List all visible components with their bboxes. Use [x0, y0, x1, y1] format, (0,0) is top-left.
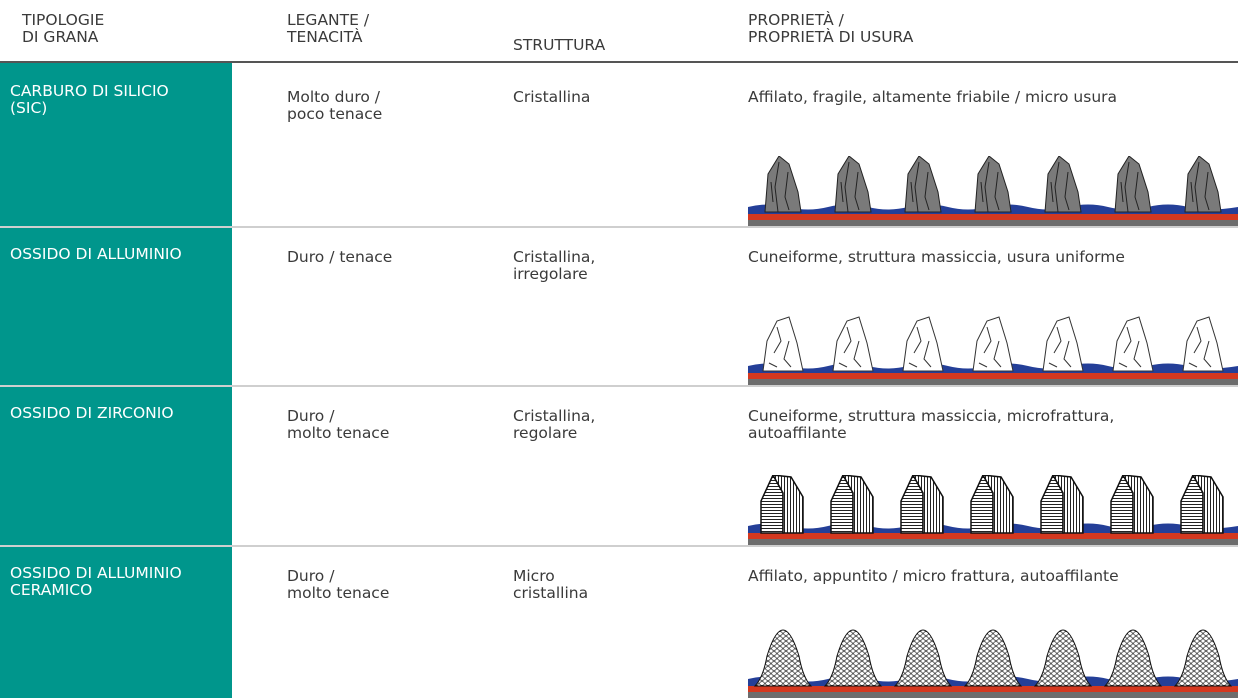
grain	[1180, 475, 1224, 534]
grain	[754, 629, 812, 687]
grain	[1104, 629, 1162, 687]
cell: Cristallina, irregolare	[513, 248, 596, 283]
cell: OSSIDO DI ZIRCONIO	[10, 404, 174, 422]
cell: Cristallina, regolare	[513, 407, 596, 442]
header-cell: STRUTTURA	[513, 36, 606, 54]
grain	[902, 316, 944, 372]
grain	[1044, 156, 1082, 213]
header-cell: PROPRIETÀ / PROPRIETÀ DI USURA	[748, 11, 914, 46]
grain	[972, 316, 1014, 372]
grain	[900, 475, 944, 534]
row-label-bg	[0, 63, 232, 226]
cell: Micro cristallina	[513, 567, 589, 602]
grain	[1110, 475, 1154, 534]
grain	[832, 316, 874, 372]
cell: CARBURO DI SILICIO (SIC)	[10, 82, 169, 117]
grain	[1184, 156, 1222, 213]
grain-illustration	[748, 316, 1238, 385]
header-rule	[0, 61, 1238, 63]
cell: Cuneiforme, struttura massiccia, usura u…	[748, 248, 1125, 266]
grain	[764, 156, 802, 213]
cell: Cuneiforme, struttura massiccia, microfr…	[748, 407, 1115, 442]
row-rule	[0, 226, 1238, 228]
header-cell: TIPOLOGIE DI GRANA	[22, 11, 105, 46]
grain	[974, 156, 1012, 213]
row-label-bg	[0, 228, 232, 385]
grain	[1034, 629, 1092, 687]
grain	[904, 156, 942, 213]
grain-illustration	[748, 475, 1238, 545]
cell: Duro / molto tenace	[287, 567, 390, 602]
grain	[834, 156, 872, 213]
row-rule	[0, 385, 1238, 387]
cell: Affilato, fragile, altamente friabile / …	[748, 88, 1118, 106]
grain	[1174, 629, 1232, 687]
grain	[1112, 316, 1154, 372]
header-cell: LEGANTE / TENACITÀ	[287, 11, 370, 46]
grain	[1182, 316, 1224, 372]
cell: Molto duro / poco tenace	[287, 88, 383, 123]
cell: OSSIDO DI ALLUMINIO CERAMICO	[10, 564, 182, 599]
grain-illustration	[748, 629, 1238, 698]
cell: Cristallina	[513, 88, 591, 106]
cell: OSSIDO DI ALLUMINIO	[10, 245, 182, 263]
grain	[830, 475, 874, 534]
grain	[824, 629, 882, 687]
grain	[894, 629, 952, 687]
grain	[762, 316, 804, 372]
grain	[760, 475, 804, 534]
grain-illustration	[748, 156, 1238, 226]
grain	[964, 629, 1022, 687]
grain	[1042, 316, 1084, 372]
grain	[970, 475, 1014, 534]
cell: Duro / molto tenace	[287, 407, 390, 442]
grain	[1040, 475, 1084, 534]
cell: Affilato, appuntito / micro frattura, au…	[748, 567, 1119, 585]
grain	[1114, 156, 1152, 213]
row-label-bg	[0, 547, 232, 698]
row-label-bg	[0, 387, 232, 545]
row-rule	[0, 545, 1238, 547]
cell: Duro / tenace	[287, 248, 393, 266]
